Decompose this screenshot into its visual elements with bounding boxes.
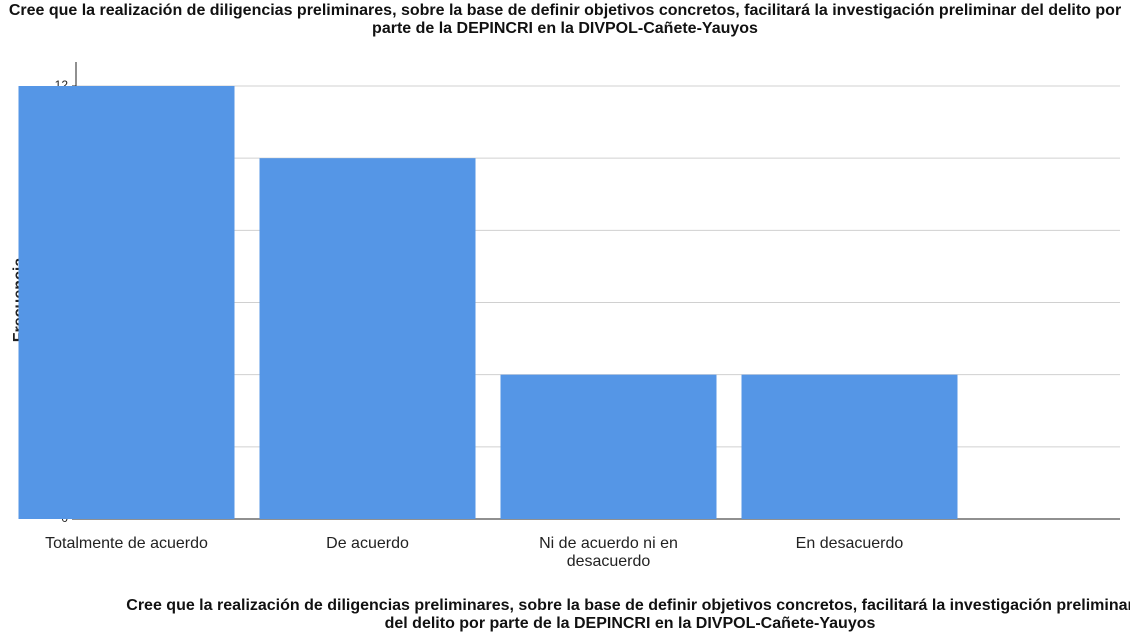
bar [259,158,476,519]
bar [741,374,958,519]
chart-title: Cree que la realización de diligencias p… [8,2,1122,37]
bar [18,86,235,519]
x-tick-label: Totalmente de acuerdo [45,535,208,552]
x-axis-label: Cree que la realización de diligencias p… [126,597,1130,632]
x-tick-label: En desacuerdo [795,535,904,552]
x-tick-label: De acuerdo [326,535,409,552]
x-tick-label: Ni de acuerdo ni en desacuerdo [539,535,678,570]
bar [500,374,717,519]
